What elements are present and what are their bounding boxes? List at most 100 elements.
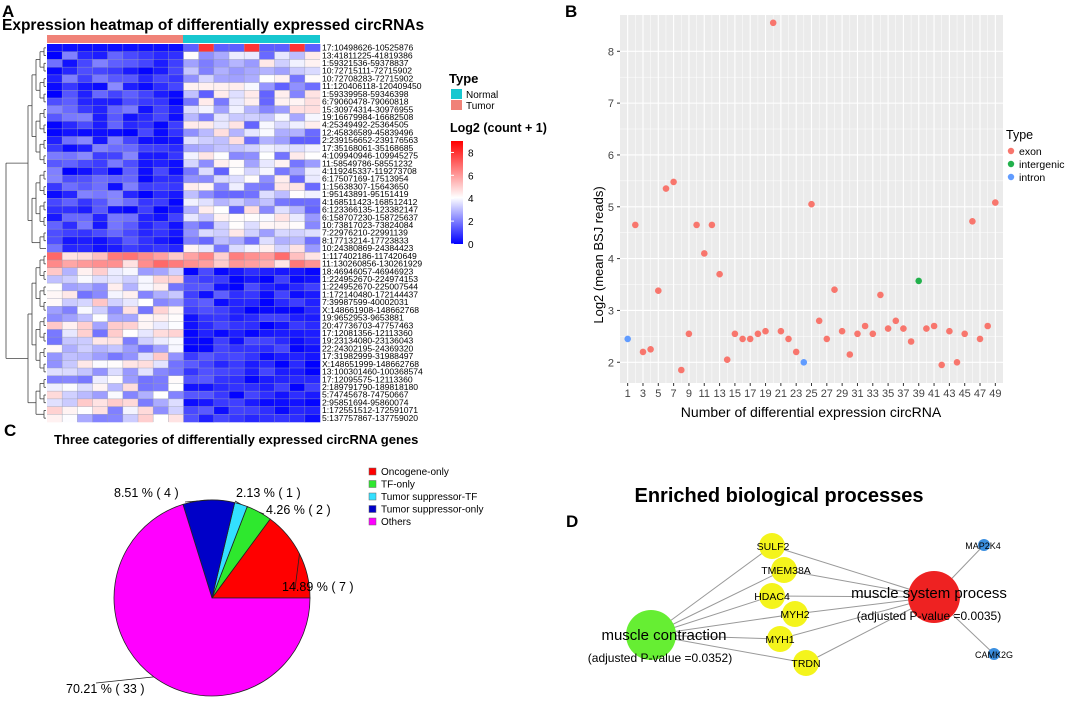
heatmap-cell xyxy=(47,244,63,253)
heatmap-cell xyxy=(198,159,215,168)
heatmap-cell xyxy=(77,198,93,207)
heatmap-cell xyxy=(168,44,184,53)
heatmap-cell xyxy=(229,398,245,407)
hub-pvalue-muscle-contraction: (adjusted P-value =0.0352) xyxy=(588,651,732,665)
gene-label: TRDN xyxy=(791,658,820,670)
heatmap-cell xyxy=(259,105,275,114)
heatmap-cell xyxy=(77,260,93,269)
heatmap-cell xyxy=(183,321,199,330)
heatmap-cell xyxy=(229,406,245,415)
heatmap-cell xyxy=(153,314,169,323)
heatmap-cell xyxy=(304,90,321,99)
heatmap-cell xyxy=(92,391,108,400)
heatmap-cell xyxy=(168,314,184,323)
heatmap-cell xyxy=(107,344,124,353)
heatmap-cell xyxy=(213,198,230,207)
heatmap-cell xyxy=(304,221,321,230)
heatmap-cell xyxy=(62,290,78,299)
heatmap-cell xyxy=(62,298,78,307)
heatmap-row-label: 1:95143891-95151419 xyxy=(322,189,409,199)
heatmap-cell xyxy=(259,159,275,168)
heatmap-cell xyxy=(77,229,93,238)
heatmap-cell xyxy=(92,244,108,253)
heatmap-cell xyxy=(229,182,245,191)
heatmap-cell xyxy=(107,67,124,76)
heatmap-cell xyxy=(289,98,306,107)
heatmap-cell xyxy=(107,229,124,238)
heatmap-cell xyxy=(229,260,245,269)
heatmap-cell xyxy=(168,144,184,153)
heatmap-cell xyxy=(244,290,260,299)
heatmap-cell xyxy=(229,159,245,168)
heatmap-row-label: 5:137757867-137759020 xyxy=(322,413,418,423)
heatmap-cell xyxy=(289,182,306,191)
heatmap-cell xyxy=(183,198,199,207)
edge xyxy=(779,596,935,640)
heatmap-cell xyxy=(259,267,275,276)
heatmap-cell xyxy=(304,229,321,238)
heatmap-cell xyxy=(213,298,230,307)
heatmap-cell xyxy=(122,136,139,145)
panel-c: C Three categories of differentially exp… xyxy=(4,421,483,697)
heatmap-cell xyxy=(138,152,154,161)
colorbar-tick-label: 2 xyxy=(468,217,474,228)
heatmap-cell xyxy=(47,67,63,76)
heatmap-cell xyxy=(168,221,184,230)
pie-legend-swatch xyxy=(368,517,377,526)
heatmap-cell xyxy=(213,314,230,323)
heatmap-cell xyxy=(107,121,124,130)
heatmap-cell xyxy=(138,337,154,346)
heatmap-cell xyxy=(168,391,184,400)
heatmap-cell xyxy=(183,51,199,60)
gene-node-sulf2 xyxy=(759,533,785,559)
heatmap-cell xyxy=(304,152,321,161)
heatmap-cell xyxy=(92,375,108,384)
scatter-x-tick-label: 21 xyxy=(775,388,787,400)
heatmap-cell xyxy=(274,113,290,122)
heatmap-cell xyxy=(274,136,290,145)
heatmap-cell xyxy=(244,82,260,91)
heatmap-cell xyxy=(213,121,230,130)
hub-pvalue-muscle-system-process: (adjusted P-value =0.0035) xyxy=(857,609,1001,623)
heatmap-cell xyxy=(62,198,78,207)
heatmap-cell xyxy=(77,175,93,184)
heatmap-cell xyxy=(62,368,78,377)
heatmap-cell xyxy=(153,290,169,299)
heatmap-cell xyxy=(198,113,215,122)
heatmap-cell xyxy=(138,51,154,60)
heatmap-cell xyxy=(274,51,290,60)
heatmap-cell xyxy=(304,321,321,330)
heatmap-cell xyxy=(107,329,124,338)
heatmap-cell xyxy=(138,159,154,168)
heatmap-cell xyxy=(153,398,169,407)
heatmap-cell xyxy=(168,244,184,253)
heatmap-cell xyxy=(107,128,124,137)
heatmap-cell xyxy=(289,306,306,315)
heatmap-row-label: 1:15638307-15643650 xyxy=(322,181,409,191)
heatmap-row-label: 22:24302195-24369320 xyxy=(322,343,413,353)
edge xyxy=(771,595,935,598)
heatmap-cell xyxy=(304,198,321,207)
heatmap-cell xyxy=(213,221,230,230)
heatmap-cell xyxy=(62,206,78,215)
heatmap-cell xyxy=(198,128,215,137)
heatmap-cell xyxy=(77,290,93,299)
heatmap-cell xyxy=(47,391,63,400)
heatmap-cell xyxy=(259,182,275,191)
heatmap-cell xyxy=(213,368,230,377)
scatter-point-exon xyxy=(639,348,647,356)
gene-label: HDAC4 xyxy=(754,591,790,603)
heatmap-cell xyxy=(304,267,321,276)
heatmap-cell xyxy=(213,236,230,245)
heatmap-cell xyxy=(47,51,63,60)
heatmap-cell xyxy=(153,182,169,191)
heatmap-cell xyxy=(244,321,260,330)
heatmap-cell xyxy=(274,105,290,114)
heatmap-cell xyxy=(259,190,275,199)
scatter-point-exon xyxy=(884,325,892,332)
scatter-point-exon xyxy=(777,327,785,335)
heatmap-cell xyxy=(107,314,124,323)
heatmap-cell xyxy=(138,252,154,261)
heatmap-cell xyxy=(153,360,169,369)
heatmap-cell xyxy=(107,90,124,99)
